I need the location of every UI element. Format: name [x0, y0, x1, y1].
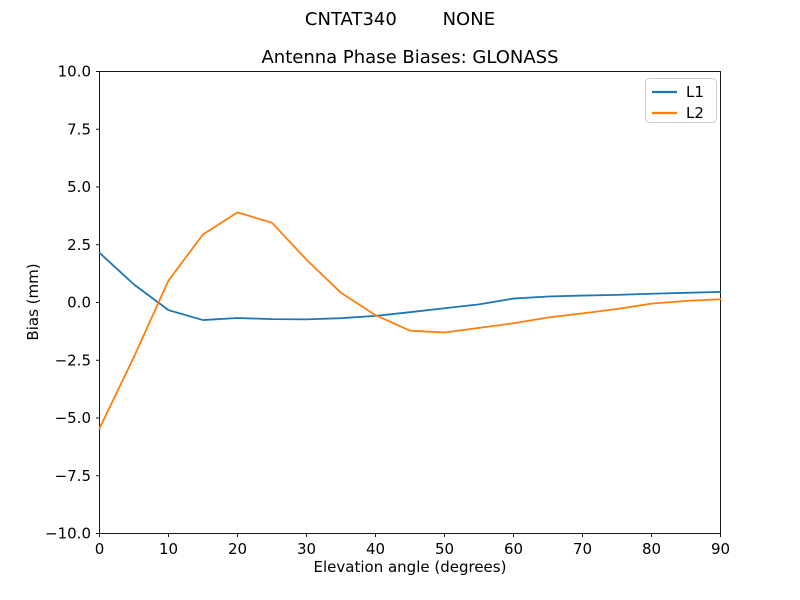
x-tick-label: 60 [504, 540, 523, 558]
y-axis-label: Bias (mm) [24, 263, 42, 340]
line-l2 [98, 211, 722, 430]
x-tick-label: 40 [366, 540, 385, 558]
y-tick-label: −2.5 [55, 351, 91, 369]
x-tick-label: 10 [159, 540, 178, 558]
y-tick-label: 7.5 [67, 120, 91, 138]
legend-label-l1: L1 [686, 83, 704, 101]
y-tick-label: −10.0 [45, 525, 91, 543]
y-tick-label: −5.0 [55, 409, 91, 427]
line-l1 [98, 251, 722, 321]
legend-label-l2: L2 [686, 104, 704, 122]
x-axis-label: Elevation angle (degrees) [314, 558, 507, 576]
x-tick-label: 30 [297, 540, 316, 558]
x-tick-label: 20 [228, 540, 247, 558]
x-tick-label: 80 [642, 540, 661, 558]
x-tick-label: 0 [95, 540, 105, 558]
y-tick-label: −7.5 [55, 467, 91, 485]
y-tick-label: 10.0 [58, 63, 91, 81]
axes-title: Antenna Phase Biases: GLONASS [261, 47, 558, 68]
y-tick-label: 0.0 [67, 294, 91, 312]
y-tick-label: 2.5 [67, 236, 91, 254]
legend-box [645, 78, 717, 123]
x-tick-label: 90 [711, 540, 730, 558]
x-tick-label: 50 [435, 540, 454, 558]
plot-border [99, 71, 721, 534]
y-tick-label: 5.0 [67, 178, 91, 196]
x-tick-label: 70 [573, 540, 592, 558]
figure-suptitle: CNTAT340 NONE [305, 9, 495, 30]
